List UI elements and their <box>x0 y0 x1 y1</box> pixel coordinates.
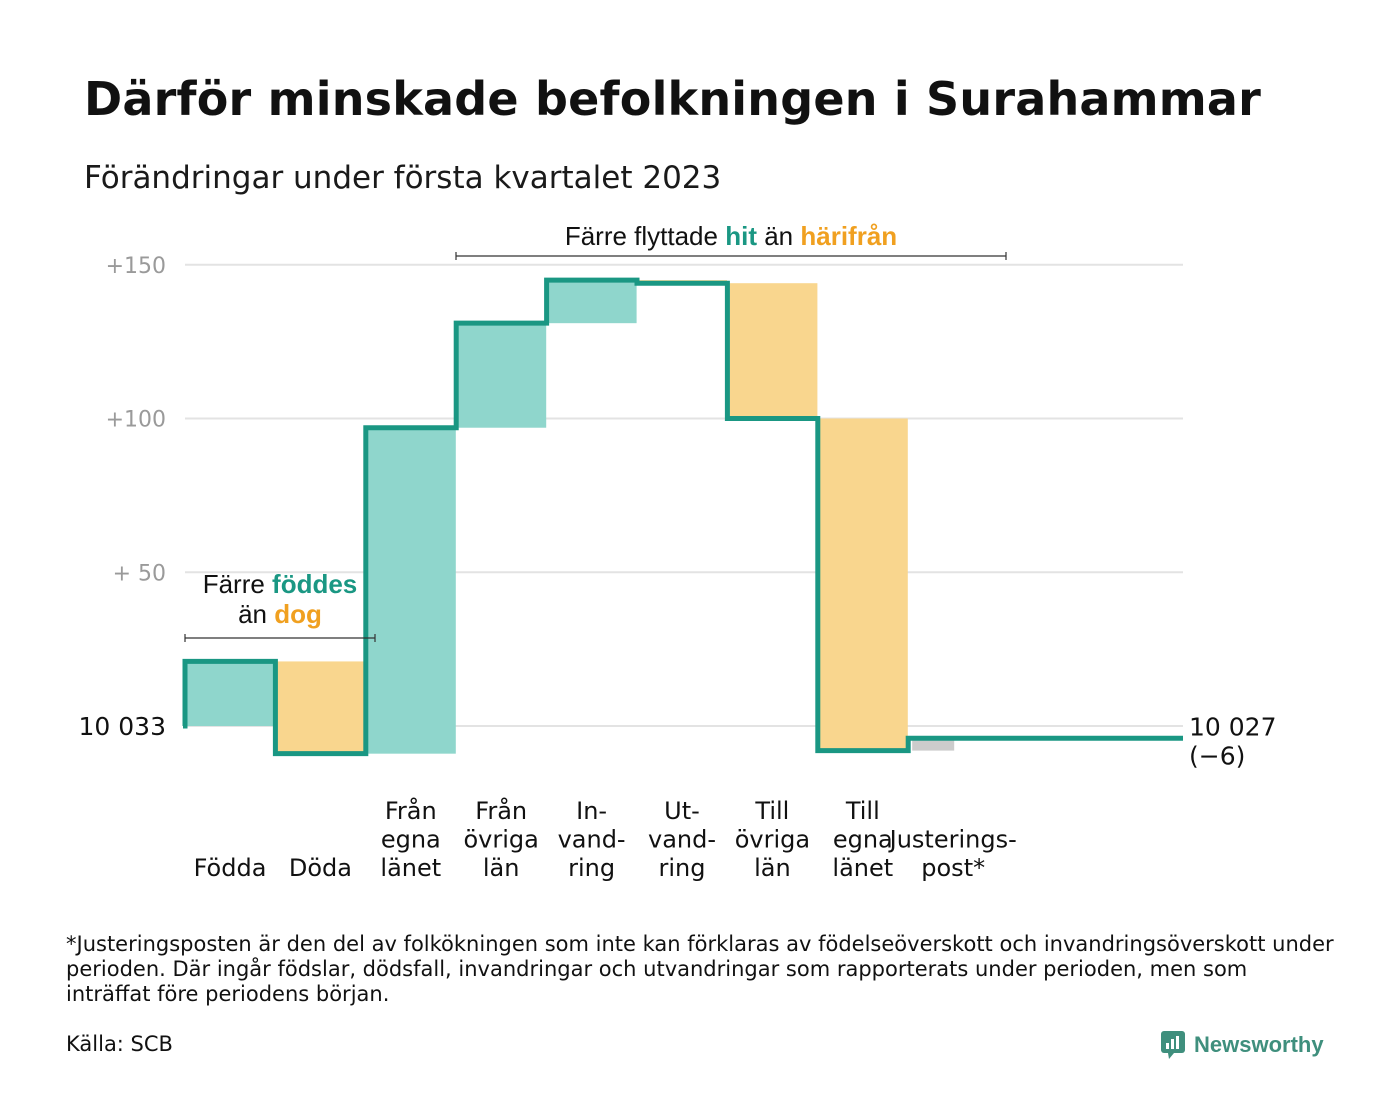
category-label: Födda <box>194 854 267 882</box>
newsworthy-logo-icon <box>1161 1031 1185 1059</box>
y-tick-label: +150 <box>106 254 166 279</box>
category-label: länet <box>832 854 893 882</box>
bar-invandring <box>546 280 637 324</box>
footnote: *Justeringsposten är den del av folkökni… <box>66 932 1334 1006</box>
chart-subtitle: Förändringar under första kvartalet 2023 <box>84 160 722 196</box>
bar-frånövrigalän <box>456 323 547 428</box>
birth-annotation-line1: Färre föddes <box>203 569 358 599</box>
category-label: ring <box>659 854 706 882</box>
migration-annotation: Färre flyttade hit än härifrån <box>565 221 897 251</box>
category-label: egna <box>381 826 441 854</box>
category-label: Till <box>845 797 880 825</box>
category-label: Från <box>475 796 527 825</box>
bar-tillegnalänet <box>817 418 908 751</box>
category-label: Döda <box>289 854 352 882</box>
bar-döda <box>275 661 366 754</box>
category-label: vand- <box>558 826 626 854</box>
category-label: länet <box>380 854 441 882</box>
bar-frånegnalänet <box>365 427 456 754</box>
bar-justeringspost <box>912 738 955 751</box>
end-value-label: 10 027 <box>1189 712 1276 741</box>
bars <box>185 280 955 754</box>
category-label: län <box>483 854 520 882</box>
grid-lines <box>185 263 1183 727</box>
logo-text: Newsworthy <box>1194 1032 1324 1057</box>
y-tick-label: + 50 <box>113 561 166 586</box>
category-label: övriga <box>735 826 810 854</box>
category-label: Från <box>385 796 437 825</box>
cumulative-step-line <box>182 277 1183 757</box>
newsworthy-logo[interactable]: Newsworthy <box>1160 1028 1324 1062</box>
category-label: In- <box>576 797 607 825</box>
category-label: Ut- <box>664 797 700 825</box>
end-change-label: (−6) <box>1189 741 1245 770</box>
source: Källa: SCB <box>66 1032 173 1056</box>
category-label: övriga <box>464 826 539 854</box>
category-label: Till <box>754 797 789 825</box>
bar-tillövrigalän <box>727 283 818 419</box>
step-line <box>182 277 1183 757</box>
category-label: vand- <box>648 826 716 854</box>
birth-annotation-line2: än dog <box>238 599 322 629</box>
category-label: Justerings- <box>888 826 1017 854</box>
category-label: ring <box>568 854 615 882</box>
y-tick-label: +100 <box>106 408 166 433</box>
bar-födda <box>185 661 275 726</box>
category-label: post* <box>921 854 985 882</box>
start-value-label: 10 033 <box>79 712 166 741</box>
category-label: län <box>754 854 791 882</box>
category-label: egna <box>833 826 893 854</box>
chart-title: Därför minskade befolkningen i Surahamma… <box>84 72 1262 126</box>
